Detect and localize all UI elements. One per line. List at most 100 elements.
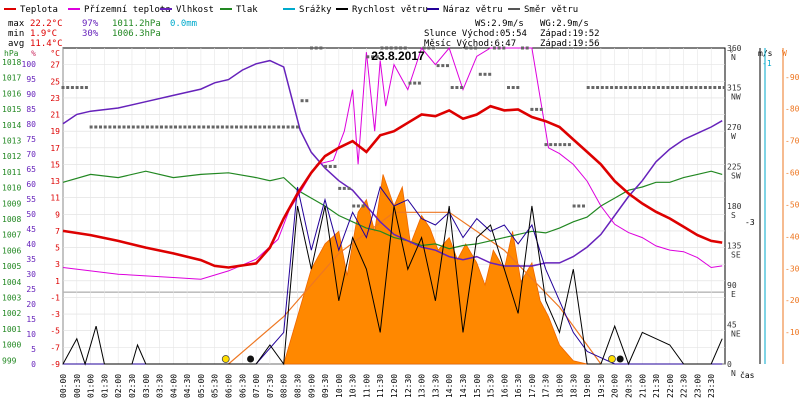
solar-tick-label: -808 [785,105,800,114]
legend-label: Náraz větru [443,5,503,15]
wind-direction-point [328,165,332,168]
time-tick-label: 10:30 [349,374,358,398]
direction-tick-cardinal: W [731,132,736,141]
hpa-tick-label: 1018 [2,58,21,67]
direction-axis-label: ° [729,49,734,58]
humidity-tick-label: 65 [26,165,36,174]
wind-direction-point [206,125,210,129]
wind-direction-point [469,46,473,50]
stats-max-temp: 22.2°C [30,19,63,29]
wind-direction-point [488,72,492,76]
wind-direction-point [286,125,290,129]
stats-avg-label: avg [8,39,24,49]
humidity-line [62,59,723,267]
humidity-tick-label: 0 [31,360,36,369]
rain-axis-top: -1 [762,59,772,68]
wind-direction-point [108,125,112,129]
time-tick-label: 08:30 [294,374,303,398]
time-tick-label: 09:30 [321,374,330,398]
time-tick-label: 12:00 [390,374,399,398]
time-tick-label: 06:00 [225,374,234,398]
time-tick-label: 05:30 [211,374,220,398]
direction-tick-label: 180 [727,202,742,211]
wind-direction-point [600,86,604,89]
wind-direction-point [394,46,398,50]
wind-direction-point [300,99,304,103]
wind-direction-point [460,86,464,89]
wind-direction-point [689,86,693,89]
wind-direction-point [577,204,581,208]
wind-direction-point [380,46,384,50]
wind-direction-point [192,125,196,129]
time-tick-label: 15:00 [473,374,482,398]
temp-tick-label: -7 [50,343,60,352]
solar-tick-label: -404 [785,232,800,241]
humidity-tick-label: 80 [26,120,36,129]
wind-direction-point [643,86,646,89]
humidity-tick-label: 60 [26,180,36,189]
wind-direction-point [699,86,703,89]
wind-direction-point [277,125,281,129]
wind-direction-point [89,125,93,129]
wind-direction-point [661,86,665,89]
hpa-tick-label: 1012 [2,152,21,161]
wind-direction-point [99,125,102,129]
temp-tick-label: -5 [50,327,60,336]
gust-line [63,185,723,365]
wind-direction-series [61,46,726,208]
wind-direction-point [535,107,539,111]
temp-axis-label: °C [50,49,60,58]
time-tick-label: 18:30 [569,374,578,398]
temp-tick-label: 27 [50,61,60,70]
wind-direction-point [450,86,454,89]
wind-direction-point [633,86,637,89]
wind-direction-point [127,125,131,129]
hpa-tick-label: 1008 [2,215,21,224]
wind-direction-point [366,55,370,59]
wind-direction-point [169,125,173,129]
time-tick-label: 07:00 [252,374,261,398]
temp-tick-label: 19 [50,127,60,136]
time-tick-label: 21:00 [638,374,647,398]
wind-direction-point [117,125,121,129]
wind-direction-point [310,46,313,50]
humidity-tick-label: 70 [26,150,36,159]
wind-direction-point [305,99,309,103]
direction-tick-label: 360 [727,44,742,53]
wind-direction-point [417,81,421,85]
direction-tick-cardinal: SW [731,172,741,181]
wind-direction-point [113,125,117,129]
time-tick-label: 03:30 [156,374,165,398]
time-tick-label: 00:30 [73,374,82,398]
wind-direction-point [230,125,234,129]
time-tick-label: 13:30 [431,374,440,398]
wind-direction-point [516,86,520,89]
wind-direction-point [324,165,328,168]
hpa-tick-label: 1014 [2,121,21,130]
solar-tick-label: -505 [785,200,800,209]
stats-max-press: 1011.2hPa [112,19,161,29]
sunrise-marker [221,355,230,363]
stats-min-press: 1006.3hPa [112,29,161,39]
legend-label: Směr větru [524,5,578,15]
time-tick-label: 15:30 [487,374,496,398]
time-tick-label: 17:00 [528,374,537,398]
time-tick-label: 06:30 [238,374,247,398]
wind-direction-point [431,46,435,50]
wind-direction-point [249,125,253,129]
wind-direction-point [474,46,478,50]
solar-tick-label: -101 [785,328,800,337]
hpa-tick-label: 1006 [2,246,21,255]
stats-max-hum: 97% [82,19,99,29]
time-tick-label: 14:30 [459,374,468,398]
temp-tick-label: 25 [50,77,60,86]
legend-label: Vlhkost [176,5,214,15]
wind-speed-line [62,205,723,366]
stats-min-label: min [8,29,24,39]
wind-direction-point [94,125,98,129]
wind-direction-point [188,125,192,129]
wind-direction-point [666,86,670,89]
wind-direction-point [150,125,154,129]
wind-direction-point [422,46,426,50]
